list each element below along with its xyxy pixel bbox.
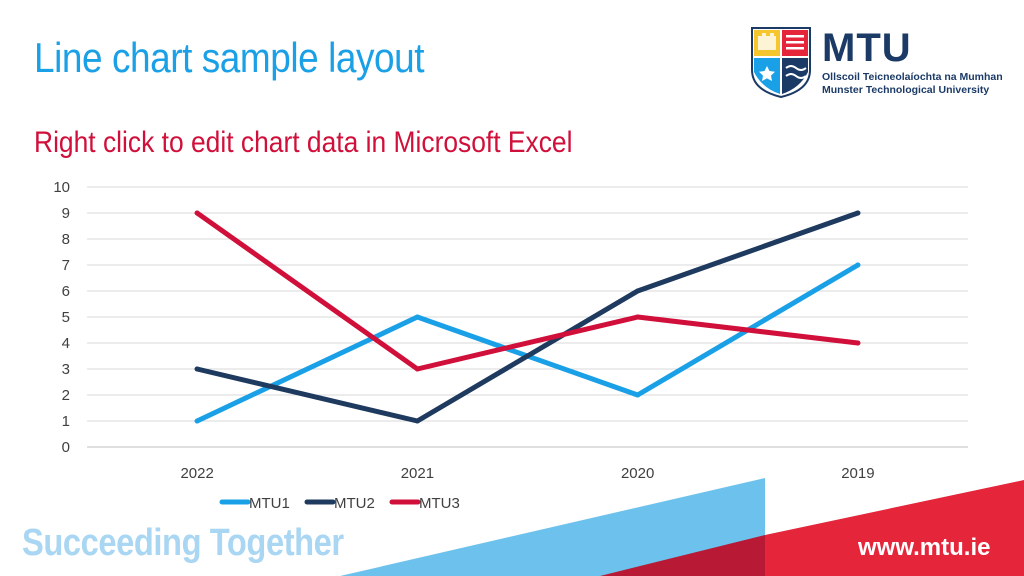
data-point-mtu2 bbox=[414, 418, 420, 424]
data-point-mtu1 bbox=[414, 314, 420, 320]
x-tick-label: 2021 bbox=[401, 465, 434, 482]
red-band bbox=[765, 480, 1024, 576]
mtu-logo: MTU Ollscoil Teicneolaíochta na Mumhan M… bbox=[750, 24, 1003, 100]
y-tick-label: 2 bbox=[62, 387, 70, 404]
y-tick-label: 6 bbox=[62, 283, 70, 300]
axes: 0 1 2 3 4 5 6 7 8 9 10 2022 2021 2020 2019 bbox=[53, 179, 968, 482]
footer-bands bbox=[340, 478, 1024, 576]
dark-red-band bbox=[600, 535, 765, 576]
data-point-mtu3 bbox=[414, 366, 420, 372]
y-tick-label: 0 bbox=[62, 439, 70, 456]
data-point-mtu1 bbox=[635, 392, 641, 398]
x-tick-label: 2022 bbox=[180, 465, 213, 482]
y-tick-label: 9 bbox=[62, 205, 70, 222]
logo-irish-name: Ollscoil Teicneolaíochta na Mumhan bbox=[822, 71, 1003, 83]
y-tick-label: 8 bbox=[62, 231, 70, 248]
series-line-mtu2 bbox=[194, 210, 861, 424]
logo-english-name: Munster Technological University bbox=[822, 84, 990, 96]
x-tick-label: 2020 bbox=[621, 465, 654, 482]
data-point-mtu3 bbox=[855, 340, 861, 346]
data-point-mtu2 bbox=[855, 210, 861, 216]
data-point-mtu3 bbox=[635, 314, 641, 320]
x-tick-label: 2019 bbox=[841, 465, 874, 482]
footer-tagline: Succeeding Together bbox=[22, 522, 344, 564]
y-tick-label: 1 bbox=[62, 413, 70, 430]
legend-label-mtu1: MTU1 bbox=[249, 495, 290, 512]
legend-label-mtu3: MTU3 bbox=[419, 495, 460, 512]
y-tick-label: 4 bbox=[62, 335, 70, 352]
legend: MTU1 MTU2 MTU3 bbox=[219, 495, 460, 512]
data-point-mtu1 bbox=[855, 262, 861, 268]
chart-subtitle: Right click to edit chart data in Micros… bbox=[34, 126, 573, 159]
y-tick-label: 7 bbox=[62, 257, 70, 274]
mtu-crest-icon bbox=[751, 27, 811, 98]
slide-title: Line chart sample layout bbox=[34, 34, 425, 81]
legend-label-mtu2: MTU2 bbox=[334, 495, 375, 512]
data-point-mtu3 bbox=[194, 210, 200, 216]
series-line-mtu3 bbox=[194, 210, 861, 372]
logo-wordmark: MTU bbox=[822, 26, 912, 70]
series-lines bbox=[194, 210, 861, 424]
data-point-mtu1 bbox=[194, 418, 200, 424]
footer-url[interactable]: www.mtu.ie bbox=[858, 534, 991, 561]
y-tick-label: 5 bbox=[62, 309, 70, 326]
data-point-mtu2 bbox=[194, 366, 200, 372]
y-tick-label: 10 bbox=[53, 179, 70, 196]
data-point-mtu2 bbox=[635, 288, 641, 294]
gridlines bbox=[87, 186, 968, 422]
y-tick-label: 3 bbox=[62, 361, 70, 378]
light-blue-band bbox=[340, 478, 765, 576]
